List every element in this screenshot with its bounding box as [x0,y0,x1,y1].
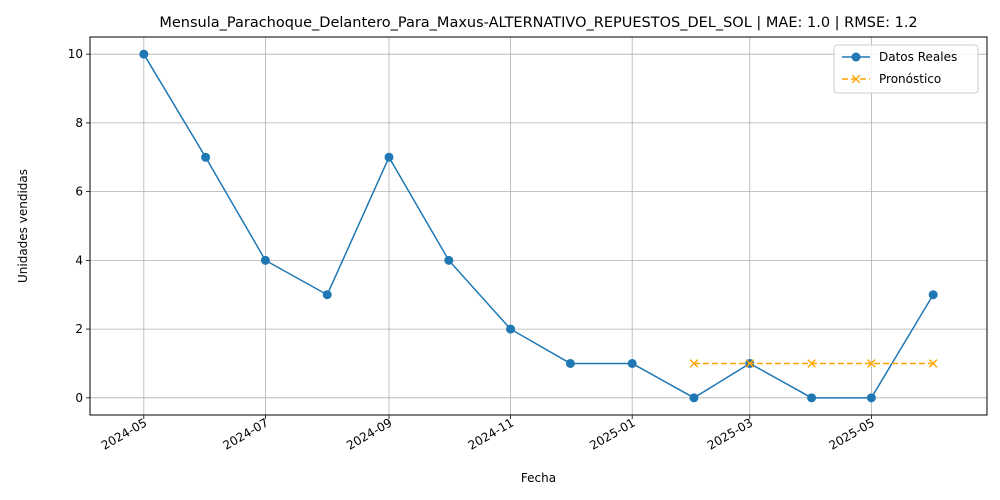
series-layer [139,49,938,403]
y-axis-label: Unidades vendidas [16,169,30,283]
data-point [444,255,454,265]
y-tick-label: 4 [75,253,83,267]
data-point [322,290,332,300]
chart-title: Mensula_Parachoque_Delantero_Para_Maxus-… [159,15,917,31]
data-point [928,290,938,300]
legend-marker [851,74,861,84]
y-tick-label: 2 [75,322,83,336]
y-tick-label: 10 [68,47,83,61]
legend: Datos Reales Pronóstico [833,44,979,94]
legend-marker [851,52,861,62]
data-point [506,324,516,334]
data-point [807,359,816,368]
data-point [867,359,876,368]
legend-label: Pronóstico [879,72,941,86]
data-point [627,358,637,368]
data-point [201,152,211,162]
data-point [928,359,938,368]
data-point [260,255,270,265]
data-point [807,393,817,403]
data-point [745,359,755,368]
legend-label: Datos Reales [879,50,957,64]
plot-frame [89,36,988,416]
series-2 [689,359,938,368]
series-line [143,53,934,399]
y-tick-label: 8 [75,116,83,130]
data-point [384,152,394,162]
legend-item: Pronóstico [842,72,941,86]
data-point [866,393,876,403]
data-point [689,359,699,368]
data-point [139,49,149,59]
grid-lines [90,37,987,415]
data-point [565,358,575,368]
series-1 [139,49,938,403]
legend-item: Datos Reales [842,50,957,64]
data-point [689,393,699,403]
y-tick-label: 6 [75,185,83,199]
y-tick-label: 0 [75,391,83,405]
x-axis-label: Fecha [521,471,556,485]
